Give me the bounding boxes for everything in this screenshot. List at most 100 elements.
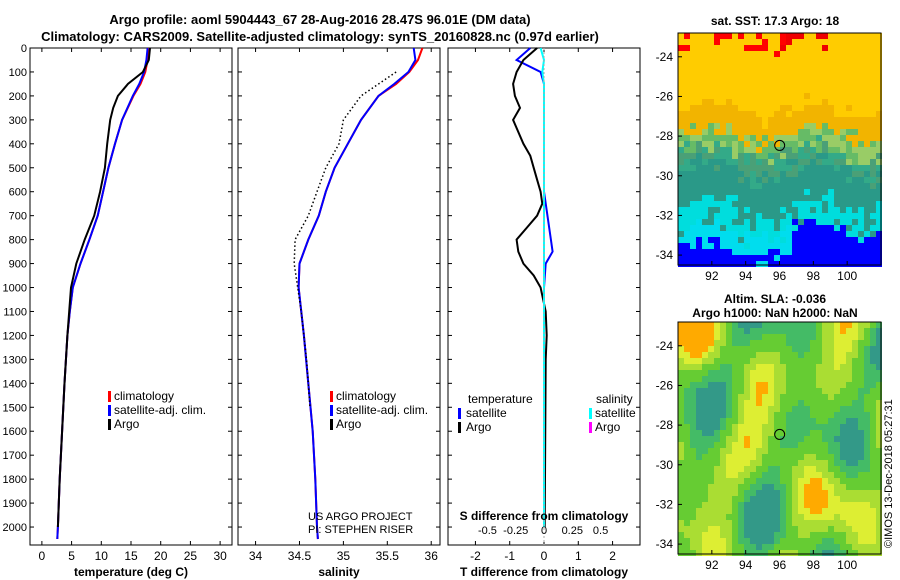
map-cell xyxy=(780,472,786,478)
map-cell xyxy=(816,141,822,147)
map-cell xyxy=(690,243,696,249)
map-cell xyxy=(708,322,714,328)
map-cell xyxy=(792,261,798,267)
map-cell xyxy=(864,496,870,502)
map-cell xyxy=(774,57,780,63)
map-cell xyxy=(816,87,822,93)
map-cell xyxy=(684,147,690,153)
map-cell xyxy=(768,153,774,159)
map-cell xyxy=(708,532,714,538)
map-cell xyxy=(726,207,732,213)
map-cell xyxy=(696,478,702,484)
map-cell xyxy=(858,466,864,472)
map-cell xyxy=(720,466,726,472)
map-cell xyxy=(786,261,792,267)
map-cell xyxy=(822,334,828,340)
map-cell xyxy=(864,243,870,249)
plot-title: Argo profile: aoml 5904443_67 28-Aug-201… xyxy=(109,12,531,27)
map-cell xyxy=(816,352,822,358)
map-cell xyxy=(858,105,864,111)
map-cell xyxy=(702,195,708,201)
map-cell xyxy=(822,358,828,364)
map-cell xyxy=(768,418,774,424)
map-cell xyxy=(684,201,690,207)
map-cell xyxy=(786,255,792,261)
map-cell xyxy=(678,550,684,556)
map-cell xyxy=(876,502,882,508)
map-cell xyxy=(738,105,744,111)
map-cell xyxy=(816,328,822,334)
map-cell xyxy=(702,141,708,147)
map-cell xyxy=(756,105,762,111)
map-cell xyxy=(738,249,744,255)
map-cell xyxy=(798,352,804,358)
map-cell xyxy=(678,478,684,484)
map-cell xyxy=(828,358,834,364)
map-cell xyxy=(684,225,690,231)
map-cell xyxy=(834,111,840,117)
map-cell xyxy=(696,141,702,147)
map-cell xyxy=(780,189,786,195)
map-cell xyxy=(768,57,774,63)
map-cell xyxy=(714,550,720,556)
map-cell xyxy=(714,478,720,484)
map-cell xyxy=(714,520,720,526)
map-cell xyxy=(750,183,756,189)
map-cell xyxy=(744,129,750,135)
map-cell xyxy=(684,129,690,135)
argo-location-marker xyxy=(774,428,786,440)
map-cell xyxy=(684,87,690,93)
map-cell xyxy=(858,460,864,466)
map-cell xyxy=(792,57,798,63)
map-cell xyxy=(768,322,774,328)
map-cell xyxy=(678,496,684,502)
map-cell xyxy=(744,502,750,508)
map-cell xyxy=(810,213,816,219)
map-cell xyxy=(858,364,864,370)
map-cell xyxy=(714,358,720,364)
map-cell xyxy=(756,237,762,243)
map-cell xyxy=(684,219,690,225)
map-cell xyxy=(756,370,762,376)
map-cell xyxy=(834,45,840,51)
map-cell xyxy=(768,243,774,249)
map-cell xyxy=(774,225,780,231)
imos-timestamp: ©IMOS 13-Dec-2018 05:27:31 xyxy=(883,399,895,548)
map-cell xyxy=(828,430,834,436)
map-cell xyxy=(702,346,708,352)
map-cell xyxy=(768,364,774,370)
map-cell xyxy=(696,418,702,424)
map-cell xyxy=(816,225,822,231)
map-cell xyxy=(816,177,822,183)
sla-map-title: Altim. SLA: -0.036 xyxy=(723,292,827,306)
map-cell xyxy=(786,490,792,496)
map-cell xyxy=(720,153,726,159)
map-cell xyxy=(708,177,714,183)
map-cell xyxy=(768,93,774,99)
map-cell xyxy=(678,460,684,466)
map-cell xyxy=(780,376,786,382)
map-cell xyxy=(738,478,744,484)
legend-label: satellite xyxy=(466,406,507,420)
map-cell xyxy=(864,225,870,231)
map-cell xyxy=(786,39,792,45)
map-cell xyxy=(798,514,804,520)
map-cell xyxy=(750,442,756,448)
map-cell xyxy=(708,334,714,340)
map-cell xyxy=(810,508,816,514)
map-cell xyxy=(786,520,792,526)
map-cell xyxy=(756,255,762,261)
map-cell xyxy=(846,328,852,334)
map-cell xyxy=(792,93,798,99)
map-cell xyxy=(864,526,870,532)
map-cell xyxy=(720,231,726,237)
map-cell xyxy=(798,45,804,51)
map-cell xyxy=(786,460,792,466)
map-cell xyxy=(708,249,714,255)
map-cell xyxy=(786,484,792,490)
map-cell xyxy=(720,225,726,231)
map-cell xyxy=(714,448,720,454)
map-cell xyxy=(852,400,858,406)
map-cell xyxy=(858,213,864,219)
map-cell xyxy=(864,490,870,496)
